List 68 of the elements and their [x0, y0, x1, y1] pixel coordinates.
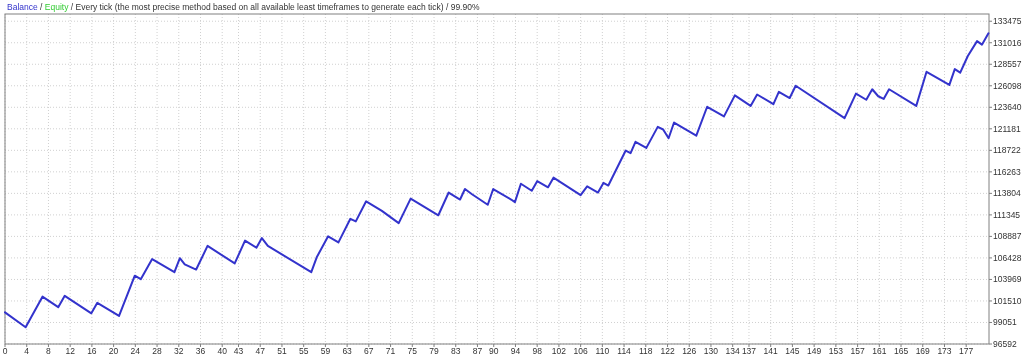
x-tick-label: 20	[108, 346, 119, 356]
text: /	[68, 2, 76, 12]
x-tick-label: 63	[342, 346, 353, 356]
x-tick-label: 51	[277, 346, 287, 356]
x-tick-label: 79	[429, 346, 439, 356]
x-tick-label: 141	[763, 346, 779, 356]
x-tick-label: 130	[703, 346, 719, 356]
x-tick-label: 83	[450, 346, 461, 356]
y-tick-label: 131016	[993, 37, 1022, 48]
x-tick-label: 106	[573, 346, 588, 356]
y-tick-label: 108887	[993, 231, 1022, 242]
x-tick-label: 36	[195, 346, 206, 356]
x-tick-label: 157	[850, 346, 865, 356]
y-tick-label: 121181	[993, 123, 1022, 134]
legend-label: Equity	[44, 2, 70, 12]
x-tick-label: 118	[639, 346, 653, 356]
x-tick-label: 177	[959, 346, 974, 356]
x-tick-label: 94	[510, 346, 521, 356]
x-tick-label: 102	[551, 346, 567, 356]
x-tick-label: 12	[65, 346, 76, 356]
x-tick-label: 98	[532, 346, 543, 356]
x-tick-label: 126	[682, 346, 697, 356]
y-tick-label: 116263	[993, 166, 1022, 177]
x-tick-label: 16	[87, 346, 97, 356]
x-tick-label: 110	[595, 346, 610, 356]
x-tick-label: 122	[660, 346, 675, 356]
x-tick-label: 87	[472, 346, 483, 356]
y-tick-label: 103969	[993, 274, 1022, 285]
x-tick-label: 173	[937, 346, 952, 356]
x-tick-label: 8	[46, 346, 52, 356]
x-tick-label: 137	[741, 346, 757, 356]
x-tick-label: 67	[364, 346, 374, 356]
text: /	[37, 2, 45, 12]
y-tick-label: 123640	[993, 102, 1022, 113]
y-tick-label: 126098	[993, 80, 1022, 91]
x-tick-label: 169	[915, 346, 931, 356]
x-tick-label: 43	[233, 346, 244, 356]
y-tick-label: 106428	[993, 252, 1022, 263]
x-tick-label: 153	[828, 346, 844, 356]
y-tick-label: 101510	[993, 295, 1022, 306]
y-tick-label: 96592	[993, 338, 1017, 349]
x-tick-label: 71	[385, 346, 396, 356]
text: Balance	[7, 2, 38, 12]
x-tick-label: 165	[893, 346, 909, 356]
x-tick-label: 0	[2, 346, 8, 356]
x-tick-label: 114	[617, 346, 632, 356]
y-tick-label: 99051	[993, 317, 1017, 328]
y-tick-label: 133475	[993, 16, 1022, 27]
x-tick-label: 90	[489, 346, 499, 356]
x-tick-label: 28	[152, 346, 163, 356]
x-tick-label: 59	[320, 346, 331, 356]
x-tick-label: 32	[174, 346, 184, 356]
y-tick-label: 118722	[993, 145, 1022, 156]
x-tick-label: 161	[872, 346, 887, 356]
x-tick-label: 75	[407, 346, 418, 356]
y-tick-label: 113804	[993, 188, 1022, 199]
x-tick-label: 145	[785, 346, 800, 356]
x-tick-label: 55	[298, 346, 309, 356]
x-tick-label: 149	[807, 346, 822, 356]
x-tick-label: 24	[130, 346, 141, 356]
chart-title: Every tick (the most precise method based on all available least timeframes to generate each tick) / 99.90%	[75, 2, 480, 12]
x-tick-label: 4	[24, 346, 30, 356]
line-series	[4, 32, 990, 329]
x-tick-label: 47	[255, 346, 266, 356]
y-tick-label: 111345	[993, 209, 1021, 220]
x-tick-label: 40	[217, 346, 228, 356]
y-tick-label: 128557	[993, 59, 1022, 70]
x-tick-label: 134	[725, 346, 741, 356]
